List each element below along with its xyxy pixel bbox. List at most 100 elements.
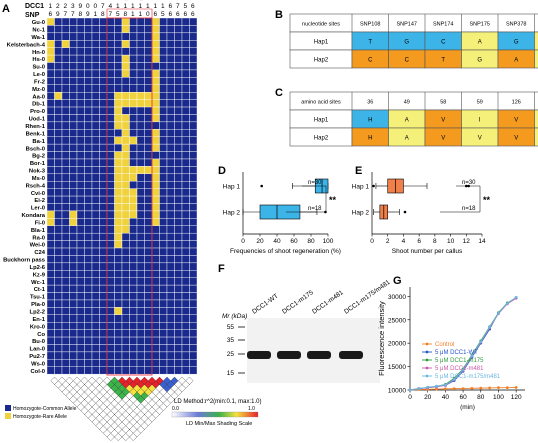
genotype-cell	[144, 17, 153, 26]
genotype-cell	[181, 351, 190, 360]
genotype-cell	[151, 143, 160, 152]
genotype-cell	[174, 218, 183, 226]
genotype-cell	[91, 195, 100, 204]
x-tick-label: 6	[417, 238, 421, 245]
genotype-cell	[91, 47, 100, 56]
genotype-cell	[46, 299, 55, 308]
genotype-cell	[114, 195, 123, 204]
genotype-cell	[114, 77, 123, 85]
genotype-cell	[106, 99, 115, 108]
genotype-cell	[61, 166, 70, 175]
genotype-cell	[174, 136, 183, 145]
genotype-cell	[151, 218, 160, 226]
genotype-cell	[69, 292, 78, 301]
genotype-cell	[174, 210, 183, 219]
genotype-cell	[106, 195, 115, 204]
genotype-cell	[54, 129, 63, 137]
genotype-cell	[54, 262, 63, 271]
accession-label: Lp2-2	[30, 310, 45, 316]
genotype-cell	[99, 359, 108, 367]
genotype-cell	[159, 203, 168, 212]
table-cell-text: C	[441, 40, 446, 46]
col-snp-digit: 7	[71, 11, 75, 18]
accession-label: En-1	[32, 317, 45, 323]
genotype-cell	[189, 32, 198, 41]
genotype-cell	[91, 210, 100, 219]
genotype-cell	[159, 284, 168, 293]
genotype-cell	[99, 40, 108, 48]
genotype-cell	[84, 173, 93, 182]
series-point	[479, 340, 483, 344]
genotype-cell	[106, 54, 115, 63]
genotype-cell	[99, 277, 108, 286]
genotype-cell	[166, 91, 175, 100]
genotype-cell	[129, 359, 138, 367]
genotype-cell	[159, 114, 168, 123]
genotype-cell	[114, 322, 123, 330]
genotype-cell	[91, 106, 100, 115]
genotype-cell	[166, 25, 175, 34]
legend-marker	[425, 342, 429, 346]
x-tick-label: 80	[477, 394, 485, 401]
accession-label: Rhen-1	[25, 124, 45, 130]
boxplot-d: 0 20 40 60 80 100 Frequencies of shoot regener…	[223, 172, 341, 255]
table-cell	[534, 31, 538, 51]
genotype-cell	[129, 344, 138, 353]
genotype-cell	[151, 121, 160, 130]
genotype-cell	[99, 17, 108, 26]
genotype-cell	[91, 240, 100, 249]
genotype-cell	[106, 166, 115, 175]
x-tick-label: 0	[408, 394, 412, 401]
table-cell-text: A	[478, 40, 482, 46]
genotype-cell	[54, 307, 63, 316]
highlight-box	[106, 17, 153, 376]
col-dcc1-digit: 6	[169, 3, 173, 10]
genotype-cell	[84, 158, 93, 167]
genotype-cell	[129, 136, 138, 145]
genotype-cell	[129, 307, 138, 316]
genotype-cell	[91, 329, 100, 338]
genotype-cell	[121, 158, 130, 167]
genotype-cell	[46, 329, 55, 338]
table-cell-text: V	[441, 136, 445, 142]
genotype-cell	[129, 62, 138, 71]
genotype-cell	[129, 121, 138, 130]
col-top-digit: 1	[146, 3, 150, 10]
genotype-cell	[166, 240, 175, 249]
n-label: n=30	[308, 180, 322, 186]
genotype-cell	[174, 329, 183, 338]
series-point	[470, 354, 474, 358]
genotype-cell	[76, 255, 85, 264]
genotype-cell	[151, 158, 160, 167]
genotype-cell	[121, 121, 130, 130]
table-cell-text: V	[441, 118, 445, 124]
accession-label: Kz-9	[33, 272, 46, 278]
series-point	[461, 387, 465, 390]
genotype-cell	[166, 17, 175, 26]
genotype-cell	[76, 240, 85, 249]
series-point	[417, 387, 421, 390]
col-snp-digit: 7	[109, 11, 113, 18]
genotype-cell	[69, 173, 78, 182]
accession-label: Kondara	[21, 213, 45, 219]
genotype-cell	[129, 99, 138, 108]
genotype-cell	[166, 292, 175, 301]
col-snp-digit: 9	[86, 11, 90, 18]
genotype-cell	[121, 344, 130, 353]
genotype-cell	[84, 203, 93, 212]
table-cell	[534, 49, 538, 69]
genotype-cell	[189, 129, 198, 137]
genotype-cell	[174, 299, 183, 308]
genotype-cell	[189, 69, 198, 78]
genotype-cell	[159, 129, 168, 137]
genotype-cell	[76, 181, 85, 189]
genotype-cell	[84, 351, 93, 360]
genotype-cell	[166, 329, 175, 338]
genotype-cell	[121, 91, 130, 100]
table-cell-text: H	[368, 118, 372, 124]
genotype-cell	[121, 54, 130, 63]
genotype-cell	[46, 255, 55, 264]
lane-label: DCC1-m175	[281, 289, 315, 316]
genotype-cell	[114, 225, 123, 234]
hap-label: Hap2	[314, 136, 329, 142]
